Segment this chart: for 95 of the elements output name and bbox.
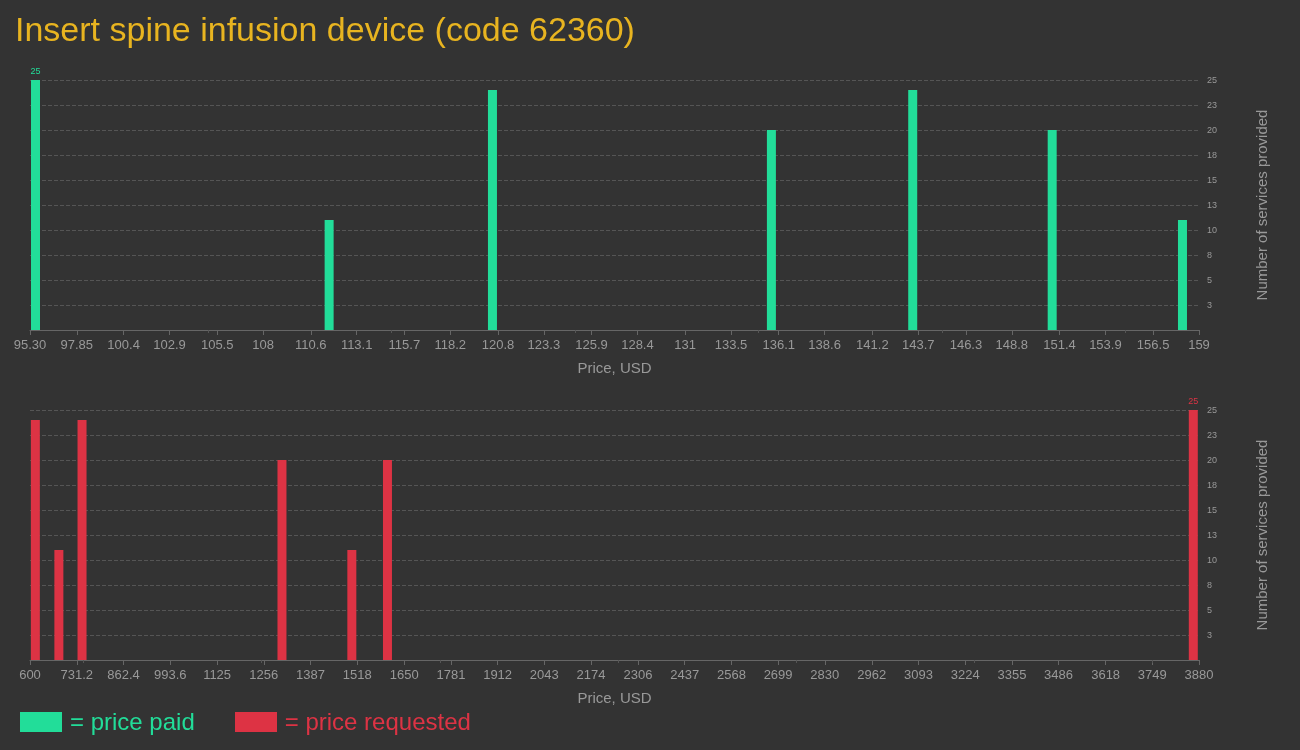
y-tick-label: 5 [1207,605,1213,615]
y-tick-label: 10 [1207,555,1218,565]
x-axis-title: Price, USD [577,359,652,376]
x-tick-label: 3749 [1137,667,1167,682]
x-tick-label: 1518 [342,667,372,682]
x-tick-label: 2043 [529,667,559,682]
bar [1177,220,1187,330]
x-tick-label: 2830 [810,667,840,682]
x-tick-label: 136.1 [762,337,796,352]
bar [277,460,287,660]
x-tick-label: 97.85 [60,337,94,352]
x-tick-label: 3093 [904,667,933,682]
data-label: 25 [30,65,41,76]
y-tick-label: 23 [1207,100,1218,110]
x-tick-label: 1650 [389,667,419,682]
x-tick-label: 108 [252,337,274,352]
bar [766,130,776,330]
x-tick-label: 156.5 [1136,337,1170,352]
y-tick-label: 13 [1207,530,1218,540]
x-tick-label: 2699 [763,667,793,682]
bar [1047,130,1057,330]
x-tick-label: 862.4 [107,667,140,682]
x-tick-label: 3486 [1044,667,1074,682]
x-tick-label: 3355 [997,667,1027,682]
bar [382,460,392,660]
x-tick-label: 3224 [950,667,980,682]
x-tick-label: 159 [1188,337,1210,352]
x-tick-label: 110.6 [294,337,327,352]
y-tick-label: 15 [1207,505,1218,515]
y-tick-label: 5 [1207,275,1213,285]
x-tick-label: 143.7 [901,337,935,352]
x-tick-label: 148.8 [995,337,1029,352]
x-tick-label: 113.1 [340,337,373,352]
x-tick-label: 115.7 [388,337,421,352]
x-tick-label: 3618 [1091,667,1121,682]
x-tick-label: 731.2 [60,667,94,682]
y-axis-title: Number of services provided [1253,109,1270,301]
y-tick-label: 23 [1207,430,1218,440]
x-tick-label: 120.8 [481,337,515,352]
y-tick-label: 15 [1207,175,1218,185]
x-tick-label: 125.9 [575,337,608,352]
x-tick-label: 1781 [436,667,466,682]
x-tick-label: 118.2 [434,337,467,352]
x-tick-label: 153.9 [1089,337,1122,352]
y-tick-label: 18 [1207,150,1218,160]
x-tick-label: 146.3 [949,337,983,352]
y-tick-label: 25 [1207,405,1218,415]
x-tick-label: 1125 [203,667,232,682]
x-tick-label: 138.6 [808,337,841,352]
x-tick-label: 1256 [249,667,279,682]
y-tick-label: 3 [1207,300,1213,310]
x-axis-title: Price, USD [577,689,652,706]
x-tick-label: 2174 [576,667,606,682]
bar [908,90,918,330]
x-tick-label: 3880 [1184,667,1214,682]
bar [54,550,64,660]
bar [1188,410,1198,660]
y-tick-label: 10 [1207,225,1218,235]
chart-title: Insert spine infusion device (code 62360) [15,10,635,49]
x-tick-label: 123.3 [527,337,561,352]
x-tick-label: 105.5 [200,337,234,352]
bar [31,80,41,330]
x-tick-label: 600 [19,667,41,682]
x-tick-label: 133.5 [714,337,748,352]
bar [30,420,40,660]
bar [487,90,497,330]
legend-label: = price requested [284,708,471,736]
x-tick-label: 95.30 [13,337,47,352]
y-tick-label: 25 [1207,75,1218,85]
y-tick-label: 20 [1207,125,1218,135]
bar [77,420,87,660]
y-axis-title: Number of services provided [1253,439,1270,631]
x-tick-label: 151.4 [1043,337,1076,352]
y-tick-label: 18 [1207,480,1218,490]
legend-label: = price paid [70,708,195,736]
x-tick-label: 2306 [623,667,653,682]
x-tick-label: 993.6 [154,667,187,682]
x-tick-label: 100.4 [107,337,140,352]
x-tick-label: 102.9 [153,337,186,352]
x-tick-label: 2962 [857,667,887,682]
x-tick-label: 1912 [483,667,513,682]
x-tick-label: 131 [674,337,697,352]
bar [324,220,334,330]
y-tick-label: 3 [1207,630,1213,640]
y-tick-label: 20 [1207,455,1218,465]
y-tick-label: 8 [1207,250,1213,260]
x-tick-label: 2568 [716,667,746,682]
data-label: 25 [1188,395,1199,406]
x-tick-label: 2437 [670,667,700,682]
bar [347,550,357,660]
y-tick-label: 8 [1207,580,1213,590]
x-tick-label: 128.4 [621,337,654,352]
x-tick-label: 141.2 [856,337,889,352]
y-tick-label: 13 [1207,200,1218,210]
x-tick-label: 1387 [296,667,325,682]
